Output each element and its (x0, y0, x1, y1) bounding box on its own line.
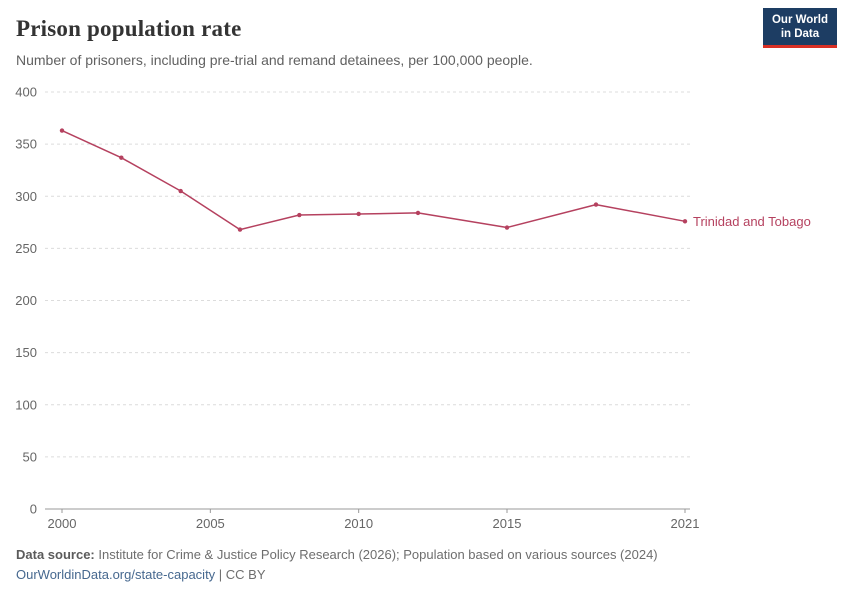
y-tick-label: 50 (23, 449, 37, 464)
x-tick-label: 2000 (48, 516, 77, 531)
data-point (504, 225, 510, 230)
owid-source-link[interactable]: OurWorldinData.org/state-capacity (16, 567, 216, 582)
x-tick-label: 2010 (344, 516, 373, 531)
license-label: CC BY (225, 567, 266, 582)
x-tick-label: 2005 (196, 516, 225, 531)
data-source-label: Data source: (16, 547, 95, 562)
data-source-text: Institute for Crime & Justice Policy Res… (94, 547, 658, 562)
data-point (119, 155, 124, 160)
owid-logo-line1: Our World (771, 14, 828, 26)
data-source-line: Data source: Institute for Crime & Justi… (16, 545, 834, 565)
x-tick-label: 2015 (493, 516, 522, 531)
x-tick-label: 2021 (671, 516, 700, 531)
data-point (237, 227, 243, 232)
page-title: Prison population rate (16, 16, 242, 41)
data-point (415, 210, 421, 216)
series-trinidad-and-tobago[interactable]: Trinidad and Tobago (59, 128, 811, 232)
y-tick-label: 350 (15, 137, 37, 152)
y-gridlines (45, 91, 690, 458)
data-point (682, 219, 688, 224)
y-tick-label: 150 (15, 345, 37, 360)
chart-footer: Data source: Institute for Crime & Justi… (16, 545, 834, 585)
y-tick-label: 200 (15, 293, 37, 308)
y-tick-label: 0 (30, 502, 37, 517)
y-axis-labels: 0 50 100 150 200 250 300 350 400 (15, 85, 37, 517)
series-line (61, 129, 686, 231)
owid-logo[interactable]: Our World in Data (762, 8, 837, 48)
series-label[interactable]: Trinidad and Tobago (693, 214, 811, 229)
data-point (593, 202, 599, 207)
data-point (297, 212, 302, 218)
data-point (178, 188, 183, 194)
y-tick-label: 400 (15, 85, 37, 100)
data-point (356, 211, 361, 217)
owid-logo-line2: in Data (780, 28, 820, 40)
footer-separator: | (215, 567, 226, 582)
y-tick-label: 250 (15, 241, 37, 256)
line-chart: 0 50 100 150 200 250 300 350 400 2000 2005 2010 2015… (15, 85, 811, 532)
chart-subtitle: Number of prisoners, including pre-trial… (16, 52, 533, 68)
license-line: OurWorldinData.org/state-capacity | CC B… (16, 565, 834, 585)
x-axis-labels: 2000 2005 2010 2015 2021 (48, 509, 700, 531)
y-tick-label: 100 (15, 397, 37, 412)
y-tick-label: 300 (15, 189, 37, 204)
data-point (59, 128, 65, 133)
